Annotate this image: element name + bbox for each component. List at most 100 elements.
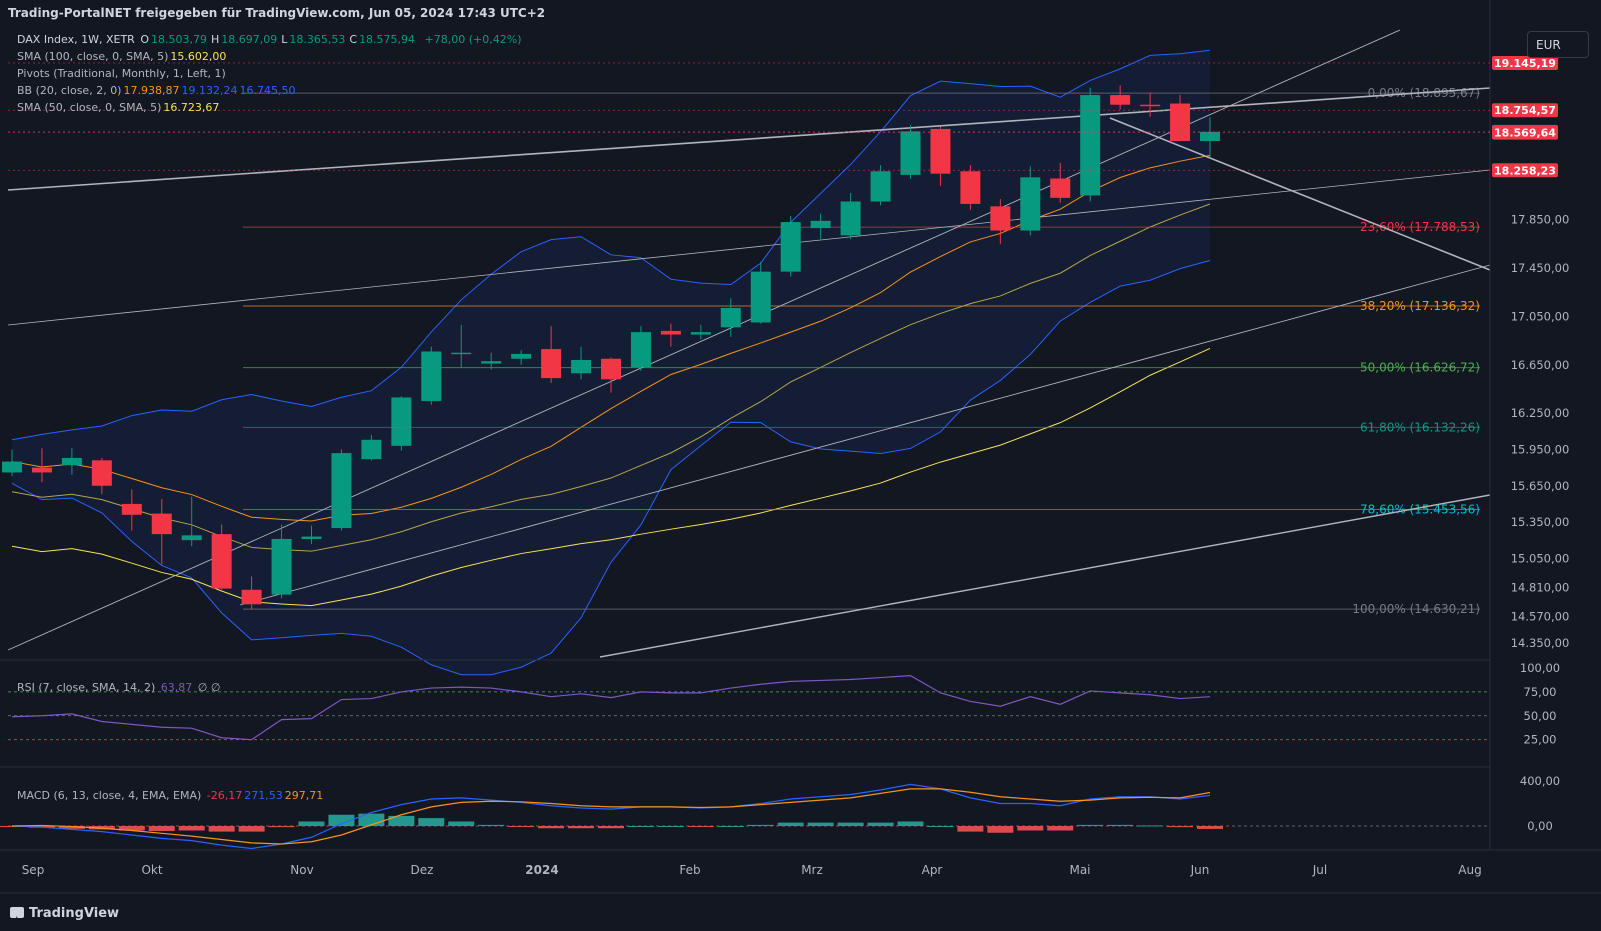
candle-body <box>1110 95 1131 105</box>
legend-indicator-0: SMA (100, close, 0, SMA, 5) 15.602,00 <box>17 50 227 63</box>
legend-ohlc-o: O 18.503,79 <box>140 33 207 46</box>
time-axis-label: Sep <box>22 863 45 877</box>
candle-body <box>870 171 891 202</box>
macd-histogram-bar <box>867 822 894 826</box>
trend-line <box>7 29 1401 651</box>
fib-level-label: 100,00% (14.630,21) <box>1352 602 1480 616</box>
candle <box>301 525 322 544</box>
candle <box>1170 95 1191 142</box>
legend-ohlc-c: C 18.575,94 <box>349 33 416 46</box>
legend-indicator-value: 16.723,67 <box>163 101 220 114</box>
price-axis-tick: 15.650,00 <box>1511 479 1570 493</box>
legend-indicator-1: Pivots (Traditional, Monthly, 1, Left, 1… <box>17 67 226 80</box>
bollinger-lower-line <box>11 260 1211 676</box>
currency-selector[interactable]: EUR <box>1527 31 1589 58</box>
candle-body <box>1200 131 1220 142</box>
time-axis-label: 2024 <box>525 863 558 877</box>
candle <box>630 326 651 371</box>
rsi-axis-tick: 25,00 <box>1524 733 1557 747</box>
macd-histogram-bar <box>927 826 954 827</box>
candle <box>601 357 621 393</box>
candle-body <box>391 397 412 446</box>
trend-line <box>7 169 1491 326</box>
fib-level-label: 78,60% (15.453,56) <box>1360 503 1480 517</box>
macd-histogram-bar <box>388 815 415 826</box>
time-axis-label: Mrz <box>801 863 823 877</box>
price-axis-tick: 17.850,00 <box>1511 213 1570 227</box>
bollinger-upper-line <box>11 49 1211 441</box>
candle-body <box>271 538 292 595</box>
price-axis-tick: 16.650,00 <box>1511 358 1570 372</box>
chart-header-title: Trading-PortalNET freigegeben für Tradin… <box>8 6 546 20</box>
time-axis-label: Jun <box>1190 863 1210 877</box>
macd-histogram-bar <box>807 822 834 826</box>
legend-ohlc-l: L 18.365,53 <box>281 33 346 46</box>
legend-symbol-row: DAX Index, 1W, XETR O 18.503,79 H 18.697,09… <box>17 33 524 46</box>
macd-histogram-bar <box>777 822 804 826</box>
macd-histogram-bar <box>717 826 744 827</box>
candle-body <box>151 513 172 535</box>
time-axis-label: Feb <box>679 863 700 877</box>
candle <box>121 489 142 531</box>
macd-histogram-bar <box>1047 826 1074 831</box>
macd-histogram-bar <box>837 822 864 826</box>
legend-change: +78,00 (+0,42%) <box>424 33 522 46</box>
macd-histogram-bar <box>687 826 714 827</box>
price-axis-tick: 15.050,00 <box>1511 551 1570 565</box>
macd-histogram-bar <box>268 826 295 828</box>
candle-body <box>780 222 801 272</box>
macd-histogram-bar <box>328 814 355 826</box>
candle <box>2 449 22 477</box>
candle-body <box>91 460 112 486</box>
macd-histogram-bar <box>148 826 175 832</box>
price-label-bg <box>1492 163 1558 178</box>
price-axis-tick: 14.570,00 <box>1511 609 1570 623</box>
time-axis-label: Dez <box>411 863 434 877</box>
candle-body <box>930 128 951 174</box>
macd-histogram-bar <box>1077 824 1104 826</box>
trend-line <box>1109 117 1491 271</box>
candle-body <box>750 271 771 323</box>
candle <box>151 499 172 565</box>
tradingview-logo[interactable]: TradingView <box>10 906 119 921</box>
macd-histogram-bar <box>118 826 145 831</box>
candle <box>1140 92 1161 117</box>
candle-body <box>630 332 651 368</box>
candle <box>720 298 741 337</box>
candle <box>1050 162 1071 203</box>
macd-signal-line <box>11 788 1211 845</box>
macd-label: MACD (6, 13, close, 4, EMA, EMA) <box>17 789 202 802</box>
rsi-value: 63,87 <box>160 681 193 694</box>
candle <box>810 213 831 239</box>
candle-body <box>121 503 142 515</box>
time-axis-label: Apr <box>922 863 943 877</box>
macd-histogram-bar <box>1137 825 1164 827</box>
candle <box>690 324 711 340</box>
candle-body <box>990 206 1011 231</box>
macd-histogram-bar <box>298 821 325 826</box>
rsi-label: RSI (7, close, SMA, 14, 2) <box>17 681 156 694</box>
macd-legend: MACD (6, 13, close, 4, EMA, EMA) -26,17 2… <box>17 789 327 802</box>
price-axis-tick: 15.350,00 <box>1511 515 1570 529</box>
candle <box>660 323 681 347</box>
candle <box>870 165 891 206</box>
macd-histogram-bar <box>448 821 475 826</box>
candle <box>900 125 921 179</box>
candle-body <box>571 359 592 374</box>
macd-histogram-bar <box>508 826 535 827</box>
candle-body <box>720 307 741 328</box>
price-label-bg <box>1492 103 1558 118</box>
candle-body <box>181 535 202 541</box>
macd-histogram-bar <box>897 821 924 826</box>
macd-histogram-bar <box>987 826 1014 833</box>
rsi-axis-tick: 100,00 <box>1520 661 1560 675</box>
trend-line <box>239 264 1491 606</box>
candle-body <box>1170 103 1191 142</box>
macd-histogram-bar <box>178 826 205 831</box>
macd-value: 297,71 <box>284 789 324 802</box>
candle-body <box>660 330 681 335</box>
candle <box>840 193 861 239</box>
macd-histogram-bar <box>747 824 774 826</box>
